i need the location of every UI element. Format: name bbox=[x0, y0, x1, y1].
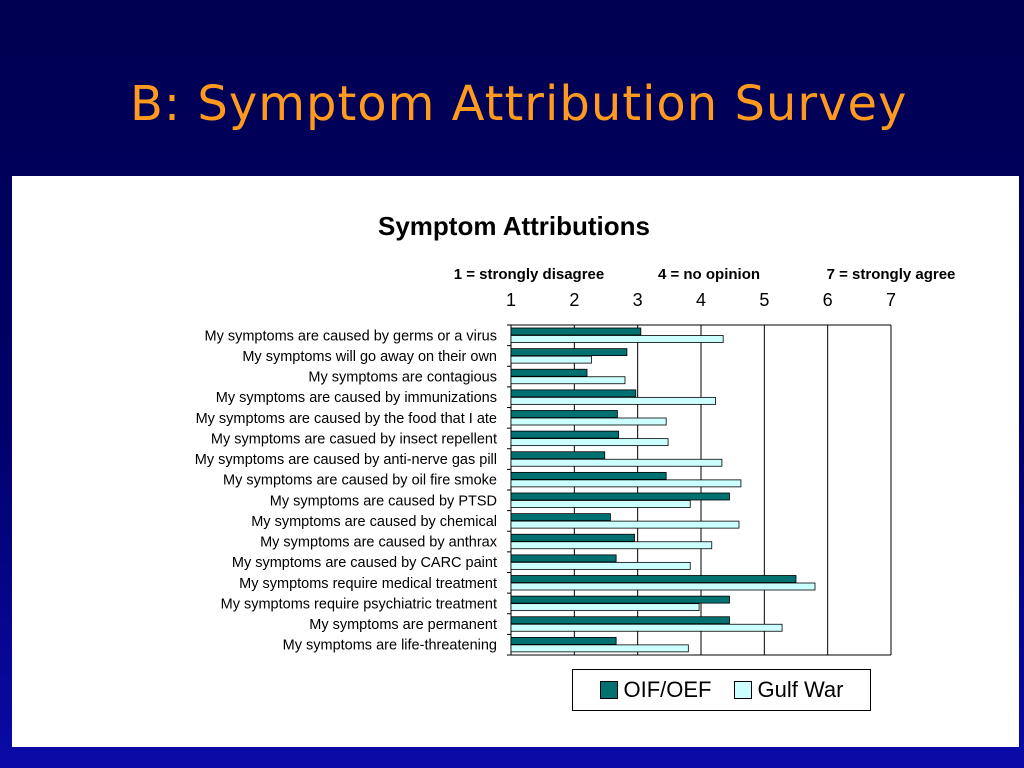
scale-note-neutral: 4 = no opinion bbox=[658, 266, 760, 283]
legend: OIF/OEF Gulf War bbox=[572, 669, 871, 711]
category-label: My symptoms are contagious bbox=[308, 370, 497, 386]
bar-oif-oef bbox=[510, 533, 635, 542]
bar-oif-oef bbox=[510, 616, 730, 625]
scale-note-agree: 7 = strongly agree bbox=[827, 266, 956, 283]
bar-gulf-war bbox=[510, 335, 724, 343]
bar-gulf-war bbox=[510, 500, 691, 508]
bar-oif-oef bbox=[510, 410, 618, 418]
category-label: My symptoms require medical treatment bbox=[239, 576, 497, 592]
category-label: My symptoms are caused by oil fire smoke bbox=[223, 473, 497, 489]
bar-oif-oef bbox=[510, 368, 588, 377]
bar-gulf-war bbox=[510, 541, 713, 550]
scale-note-disagree: 1 = strongly disagree bbox=[454, 266, 604, 283]
legend-item-oif: OIF/OEF bbox=[599, 677, 712, 703]
bar-oif-oef bbox=[510, 492, 730, 501]
category-label: My symptoms are permanent bbox=[309, 617, 497, 633]
bar-oif-oef bbox=[510, 348, 628, 357]
category-label: My symptoms are caused by the food that … bbox=[196, 411, 497, 427]
category-label: My symptoms require psychiatric treatmen… bbox=[221, 596, 497, 612]
bar-oif-oef bbox=[510, 327, 642, 336]
category-label: My symptoms are caused by chemical bbox=[251, 514, 497, 530]
category-label: My symptoms are caused by anthrax bbox=[260, 535, 498, 551]
bar-chart: Symptom Attributions 1 = strongly disagr… bbox=[195, 211, 956, 656]
bar-oif-oef bbox=[510, 513, 611, 522]
bar-gulf-war bbox=[510, 396, 716, 405]
bar-gulf-war bbox=[510, 623, 783, 632]
bar-oif-oef bbox=[510, 451, 606, 460]
category-label: My symptoms are caused by CARC paint bbox=[232, 555, 497, 571]
bar-gulf-war bbox=[510, 582, 816, 591]
category-label: My symptoms will go away on their own bbox=[242, 349, 497, 365]
bar-oif-oef bbox=[510, 575, 797, 583]
bar-oif-oef bbox=[510, 595, 730, 604]
legend-label-gulf: Gulf War bbox=[757, 677, 844, 702]
category-label: My symptoms are caused by immunizations bbox=[216, 390, 497, 406]
legend-swatch-gulf bbox=[733, 681, 752, 699]
bar-gulf-war bbox=[510, 603, 700, 612]
bar-gulf-war bbox=[510, 438, 669, 447]
plot-area: 1 2 3 4 5 6 7 My symptoms are caused by germs o… bbox=[195, 290, 896, 656]
x-tick-label: 2 bbox=[569, 290, 579, 310]
bar-gulf-war bbox=[510, 355, 592, 364]
bar-gulf-war bbox=[510, 479, 742, 488]
legend-label-oif: OIF/OEF bbox=[623, 677, 712, 702]
slide-title: B: Symptom Attribution Survey bbox=[130, 76, 908, 132]
category-label: My symptoms are casued by insect repelle… bbox=[211, 431, 497, 447]
x-tick-label: 3 bbox=[633, 290, 643, 310]
x-tick-label: 7 bbox=[886, 290, 896, 310]
bar-gulf-war bbox=[510, 520, 740, 529]
chart-title: Symptom Attributions bbox=[378, 211, 650, 241]
bar-oif-oef bbox=[510, 554, 617, 563]
category-label: My symptoms are caused by PTSD bbox=[270, 493, 497, 509]
bar-oif-oef bbox=[510, 389, 637, 398]
x-tick-label: 1 bbox=[506, 290, 516, 310]
category-label: My symptoms are caused by anti-nerve gas… bbox=[195, 452, 497, 468]
x-tick-label: 4 bbox=[696, 290, 706, 310]
bar-oif-oef bbox=[510, 636, 617, 645]
x-tick-label: 6 bbox=[823, 290, 833, 310]
category-label: My symptoms are caused by germs or a vir… bbox=[204, 328, 497, 344]
bar-gulf-war bbox=[510, 561, 691, 570]
category-label: My symptoms are life-threatening bbox=[283, 638, 497, 654]
bar-gulf-war bbox=[510, 417, 667, 426]
bar-oif-oef bbox=[510, 471, 667, 480]
legend-item-gulf: Gulf War bbox=[733, 677, 844, 703]
x-tick-label: 5 bbox=[759, 290, 769, 310]
bar-gulf-war bbox=[510, 458, 723, 467]
bar-gulf-war bbox=[510, 644, 689, 653]
bar-gulf-war bbox=[510, 376, 626, 385]
chart-panel: Symptom Attributions 1 = strongly disagr… bbox=[12, 176, 1019, 747]
bar-oif-oef bbox=[510, 430, 620, 439]
legend-swatch-oif bbox=[599, 681, 618, 699]
